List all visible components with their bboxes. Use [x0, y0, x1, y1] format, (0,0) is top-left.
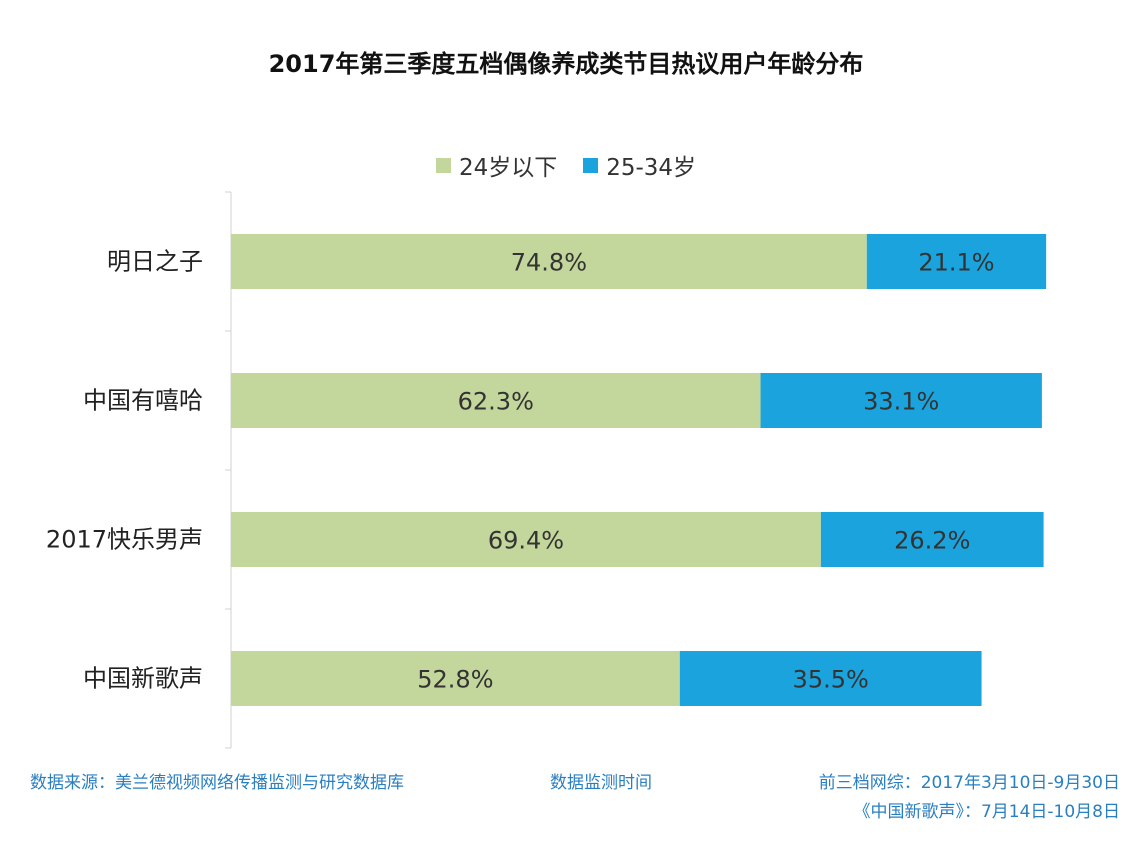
- bar-segment-under-24: [231, 234, 867, 289]
- chart-title: 2017年第三季度五档偶像养成类节目热议用户年龄分布: [268, 50, 864, 78]
- legend-item-25-34: 25-34岁: [583, 148, 696, 182]
- category-label: 明日之子: [107, 248, 203, 276]
- data-label: 35.5%: [793, 666, 869, 694]
- bar-segment-under-24: [231, 651, 680, 706]
- legend-swatch-25-34: [583, 157, 599, 173]
- bar-segment-25-34: [679, 651, 982, 706]
- legend: 24岁以下 25-34岁: [0, 148, 1132, 182]
- monitor-period-main: 前三档网综：2017年3月10日-9月30日: [818, 773, 1120, 793]
- bar-segment-under-24: [231, 373, 761, 428]
- data-label: 21.1%: [918, 249, 994, 277]
- data-source-note: 数据来源：美兰德视频网络传播监测与研究数据库: [30, 773, 404, 793]
- data-label: 74.8%: [511, 249, 587, 277]
- legend-label-25-34: 25-34岁: [606, 155, 697, 181]
- data-label: 62.3%: [458, 388, 534, 416]
- bar-segment-25-34: [820, 512, 1044, 567]
- monitor-time-label: 数据监测时间: [550, 773, 652, 793]
- data-label: 33.1%: [863, 388, 939, 416]
- legend-item-under-24: 24岁以下: [435, 148, 558, 182]
- data-label: 26.2%: [894, 527, 970, 555]
- data-label: 69.4%: [488, 527, 564, 555]
- bar-segment-25-34: [866, 234, 1047, 289]
- monitor-period-alt: 《中国新歌声》：7月14日-10月8日: [853, 802, 1120, 822]
- category-label: 2017快乐男声: [46, 526, 203, 554]
- data-label: 52.8%: [417, 666, 493, 694]
- bar-segment-under-24: [231, 512, 821, 567]
- legend-swatch-under-24: [435, 157, 451, 173]
- category-label: 中国有嘻哈: [83, 387, 203, 415]
- category-label: 中国新歌声: [83, 665, 203, 693]
- bar-segment-25-34: [760, 373, 1042, 428]
- chart-footer: 数据来源：美兰德视频网络传播监测与研究数据库 数据监测时间 前三档网综：2017…: [30, 768, 1120, 822]
- legend-label-under-24: 24岁以下: [458, 155, 558, 181]
